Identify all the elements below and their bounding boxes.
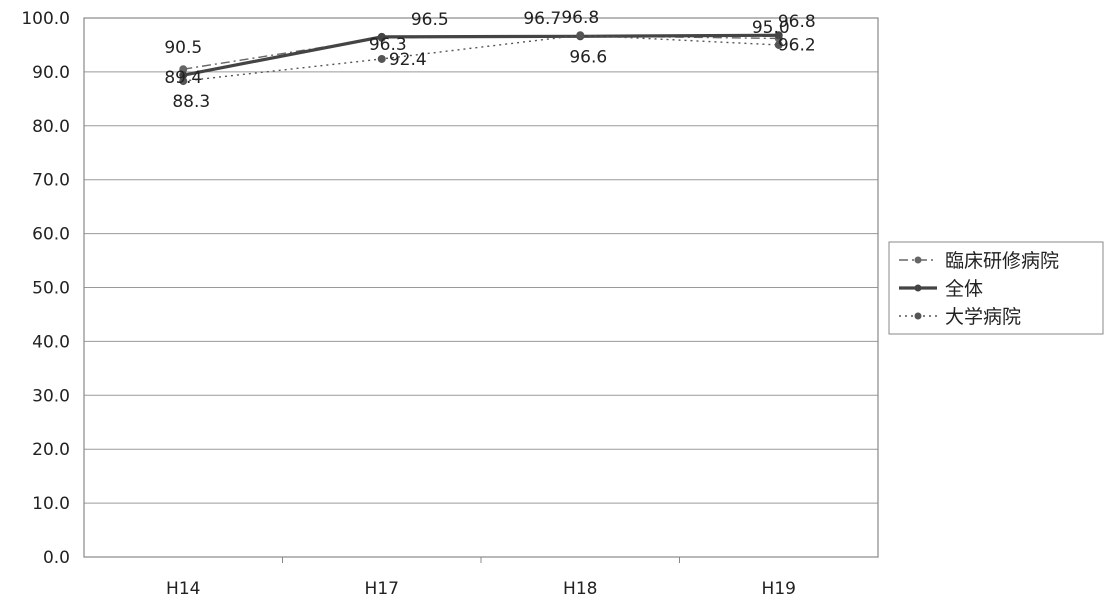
data-labels: 90.5 96.3 96.7 96.2 89.4 96.5 96.6 96.8 88.3 92.4… [164,8,815,112]
y-tick-label: 90.0 [32,63,70,83]
series-line [183,34,779,82]
data-label: 96.2 [778,35,816,55]
data-label: 89.4 [164,68,202,88]
legend-marker [914,312,922,320]
data-point [377,32,386,41]
y-tick-label: 70.0 [32,171,70,191]
y-tick-label: 10.0 [32,494,70,514]
y-tick-label: 0.0 [43,548,70,568]
x-axis-ticks: H14 H17 H18 H19 [166,557,796,599]
series-group [179,31,783,86]
data-point [576,31,585,40]
y-tick-label: 20.0 [32,440,70,460]
x-tick-label: H18 [563,579,597,599]
data-label: 96.8 [561,8,599,28]
data-point [179,77,188,86]
series-line [182,33,779,77]
grid-lines [84,71,878,504]
data-label: 88.3 [172,92,210,112]
y-tick-label: 60.0 [32,225,70,245]
y-axis-ticks: 0.0 10.0 20.0 30.0 40.0 50.0 60.0 70.0 80.0 90.0 1… [21,9,70,568]
legend-label: 臨床研修病院 [945,250,1059,272]
legend-label: 大学病院 [945,306,1021,328]
data-label: 92.4 [389,50,427,70]
data-label: 96.7 [523,9,561,29]
legend-marker [914,284,922,292]
data-label: 96.8 [778,12,816,32]
series-line [183,35,779,70]
data-label: 96.3 [369,35,407,55]
data-label: 96.6 [569,47,607,67]
y-tick-label: 80.0 [32,117,70,137]
data-point [179,65,188,74]
legend-label: 全体 [945,278,983,300]
y-tick-label: 100.0 [21,9,70,29]
y-tick-label: 50.0 [32,279,70,299]
x-tick-label: H14 [166,579,200,599]
x-tick-label: H19 [762,579,796,599]
x-tick-label: H17 [365,579,399,599]
data-point [179,71,188,80]
data-point [774,40,783,49]
legend-marker [914,256,922,264]
data-label: 90.5 [164,38,202,58]
data-point [774,31,783,40]
y-tick-label: 30.0 [32,386,70,406]
y-tick-label: 40.0 [32,332,70,352]
data-label: 95.0 [752,18,790,38]
data-point [377,54,386,63]
data-label: 96.5 [411,10,449,30]
